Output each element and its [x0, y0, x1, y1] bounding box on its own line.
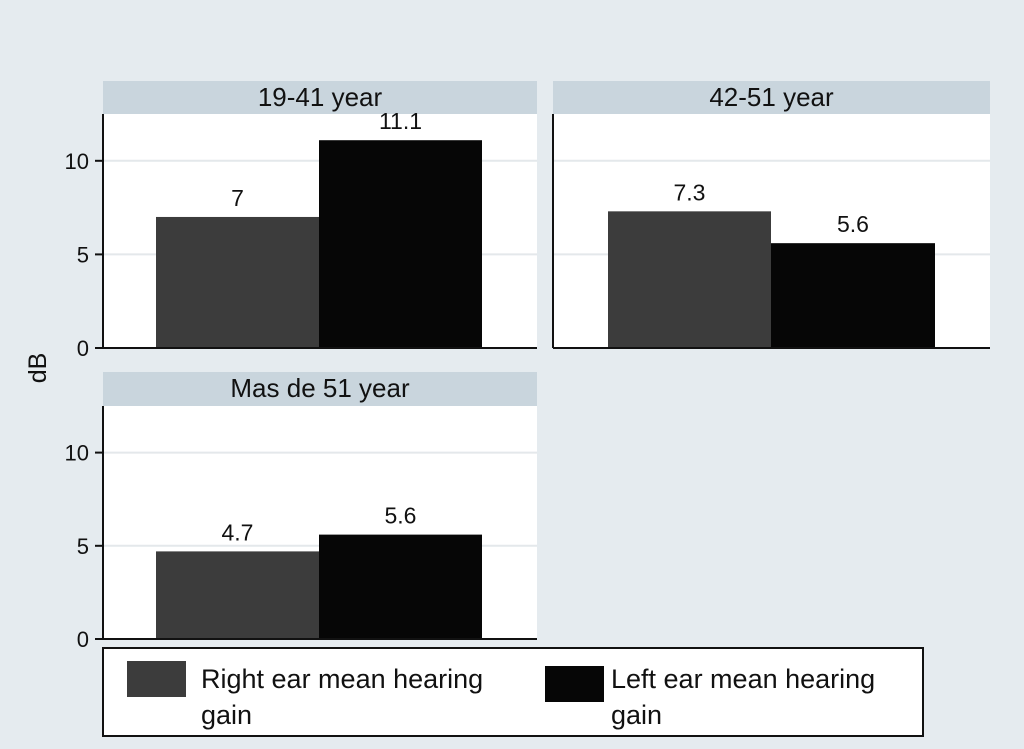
- legend-label-left-ear-line1: Left ear mean hearing: [611, 664, 875, 694]
- y-tick-label: 10: [65, 441, 89, 466]
- panel-3: Mas de 51 year 4.7 5.6 0 5 10: [65, 372, 537, 652]
- panel-title: Mas de 51 year: [230, 373, 410, 403]
- panel-title: 19-41 year: [258, 82, 383, 112]
- panel-title: 42-51 year: [709, 82, 834, 112]
- data-label: 5.6: [837, 211, 869, 237]
- panel-strip: [103, 81, 537, 114]
- y-tick-label: 5: [77, 534, 89, 559]
- data-label: 4.7: [222, 519, 254, 545]
- legend-label-left-ear-line2: gain: [611, 700, 662, 730]
- legend-swatch-right-ear: [127, 661, 186, 697]
- data-label: 11.1: [379, 108, 422, 134]
- legend-label-right-ear-line2: gain: [201, 700, 252, 730]
- legend-label-right-ear: Right ear mean hearing gain: [201, 664, 491, 730]
- bar-right-ear: [608, 211, 771, 348]
- data-label: 5.6: [385, 503, 417, 529]
- y-axis-label: dB: [24, 353, 52, 384]
- data-label: 7: [231, 185, 244, 211]
- y-tick-label: 10: [65, 149, 89, 174]
- panel-strip: [103, 372, 537, 406]
- legend-label-left-ear: Left ear mean hearing gain: [611, 664, 883, 730]
- y-tick-label: 0: [77, 336, 89, 361]
- legend-label-right-ear-line1: Right ear mean hearing: [201, 664, 483, 694]
- bar-left-ear: [319, 534, 482, 639]
- y-tick-label: 5: [77, 242, 89, 267]
- data-label: 7.3: [674, 179, 706, 205]
- bar-right-ear: [156, 551, 319, 639]
- panel-strip: [553, 81, 990, 114]
- panel-1: 19-41 year 7 11.1 0 5 10: [65, 81, 537, 361]
- bar-left-ear: [319, 140, 482, 348]
- panel-2: 42-51 year 7.3 5.6: [552, 81, 990, 349]
- y-tick-label: 0: [77, 627, 89, 652]
- bar-left-ear: [771, 243, 935, 348]
- legend-swatch-left-ear: [545, 666, 604, 702]
- legend: Right ear mean hearing gain Left ear mea…: [102, 647, 924, 737]
- legend-box: [102, 647, 924, 737]
- bar-right-ear: [156, 216, 319, 348]
